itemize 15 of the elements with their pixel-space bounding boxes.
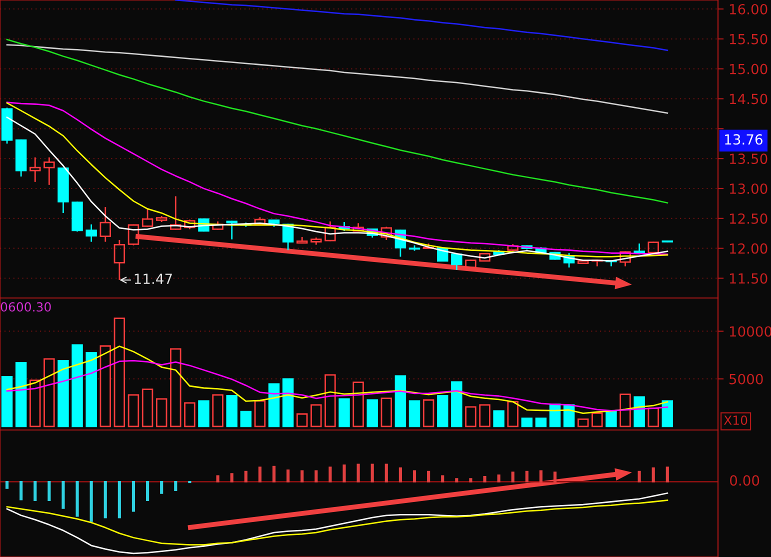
y-tick-label: 16.00 xyxy=(730,4,768,14)
annotation: 11.47 xyxy=(134,274,172,284)
y-tick-label: 15.00 xyxy=(730,64,768,74)
ref-line-label: 0.00 xyxy=(730,475,760,486)
y-tick-label: 11.50 xyxy=(730,273,768,284)
annotation: 0600.30 xyxy=(0,302,51,312)
y-tick-label: 12.50 xyxy=(730,213,768,224)
text: X10 xyxy=(724,415,748,425)
y-tick-label: 13.50 xyxy=(730,154,768,164)
y-tick-label: 12.00 xyxy=(730,243,768,254)
text: 13.76 xyxy=(725,134,762,145)
y-tick-label: 15.50 xyxy=(730,34,768,44)
y-tick-label: 5000 xyxy=(729,374,763,384)
y-tick-label: 14.50 xyxy=(730,94,768,104)
y-tick-label: 13.00 xyxy=(730,183,768,194)
